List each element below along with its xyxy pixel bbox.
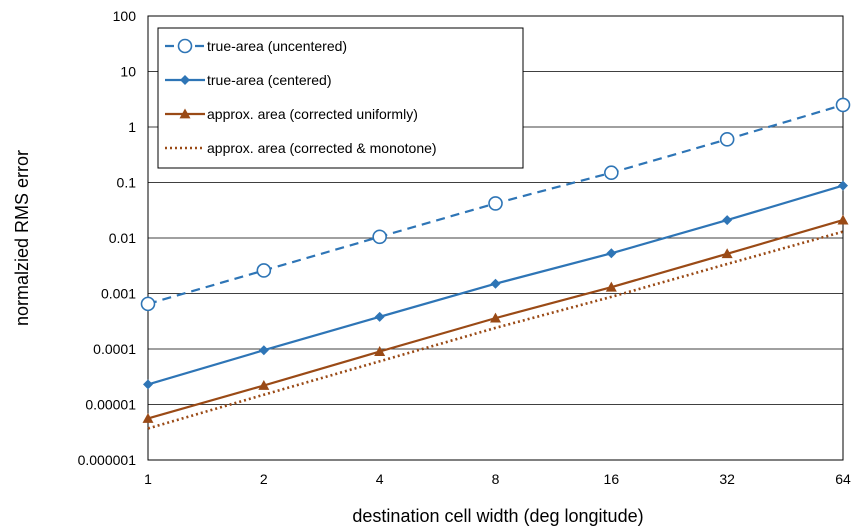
series-2 bbox=[143, 180, 848, 390]
y-tick-label: 0.001 bbox=[101, 286, 136, 302]
series-line bbox=[147, 230, 844, 430]
legend-marker bbox=[180, 75, 190, 85]
series-3 bbox=[142, 214, 849, 423]
y-tick-label: 10 bbox=[120, 64, 136, 80]
data-point bbox=[604, 165, 619, 181]
data-point bbox=[721, 248, 733, 259]
legend-entry: approx. area (corrected uniformly) bbox=[165, 106, 418, 122]
data-point bbox=[143, 379, 153, 390]
data-point bbox=[142, 412, 154, 423]
data-point bbox=[606, 248, 617, 259]
series-layer bbox=[140, 97, 851, 430]
x-tick-label: 32 bbox=[719, 471, 735, 487]
x-tick-label: 4 bbox=[376, 471, 384, 487]
x-axis-title: destination cell width (deg longitude) bbox=[352, 506, 643, 526]
x-axis-tick-labels: 1 2 4 8 16 32 64 bbox=[144, 471, 851, 487]
y-tick-label: 0.00001 bbox=[85, 397, 136, 413]
legend-label: true-area (centered) bbox=[207, 72, 332, 88]
legend-entry: true-area (uncentered) bbox=[165, 38, 347, 54]
legend-label: approx. area (corrected uniformly) bbox=[207, 106, 418, 122]
legend-entry: true-area (centered) bbox=[165, 72, 332, 88]
data-point bbox=[374, 346, 386, 356]
data-point bbox=[372, 229, 387, 245]
data-point bbox=[258, 345, 269, 356]
legend-label: approx. area (corrected & monotone) bbox=[207, 140, 437, 156]
y-axis-tick-labels: 0.000001 0.00001 0.0001 0.001 0.01 0.1 1 10 100 bbox=[78, 8, 137, 468]
data-point bbox=[256, 263, 272, 278]
data-point bbox=[490, 312, 501, 323]
y-axis-title: normalzied RMS error bbox=[12, 150, 32, 326]
data-point bbox=[719, 132, 735, 147]
data-point bbox=[258, 379, 270, 390]
data-point bbox=[605, 281, 617, 292]
data-point bbox=[140, 296, 156, 312]
y-tick-label: 0.0001 bbox=[93, 341, 136, 357]
legend-box bbox=[157, 27, 524, 169]
series-4 bbox=[147, 230, 844, 430]
legend-entry: approx. area (corrected & monotone) bbox=[165, 140, 437, 156]
x-tick-label: 64 bbox=[835, 471, 851, 487]
data-point bbox=[722, 215, 733, 226]
plot-area-border bbox=[147, 15, 844, 461]
y-tick-label: 1 bbox=[128, 119, 136, 135]
y-tick-label: 100 bbox=[113, 8, 137, 24]
legend: true-area (uncentered) true-area (centere… bbox=[157, 27, 524, 169]
legend-label: true-area (uncentered) bbox=[207, 38, 347, 54]
data-point bbox=[374, 311, 385, 322]
y-tick-label: 0.01 bbox=[109, 230, 136, 246]
x-tick-label: 1 bbox=[144, 471, 152, 487]
data-point bbox=[838, 180, 848, 191]
y-tick-label: 0.1 bbox=[117, 175, 137, 191]
data-point bbox=[488, 196, 503, 211]
series-1 bbox=[140, 97, 851, 312]
x-tick-label: 2 bbox=[260, 471, 268, 487]
y-tick-label: 0.000001 bbox=[78, 452, 137, 468]
data-point bbox=[835, 97, 851, 113]
legend-marker bbox=[179, 108, 191, 119]
data-point bbox=[490, 278, 501, 289]
data-point bbox=[837, 214, 849, 225]
legend-marker bbox=[177, 38, 193, 54]
x-tick-label: 8 bbox=[492, 471, 500, 487]
x-tick-label: 16 bbox=[604, 471, 620, 487]
